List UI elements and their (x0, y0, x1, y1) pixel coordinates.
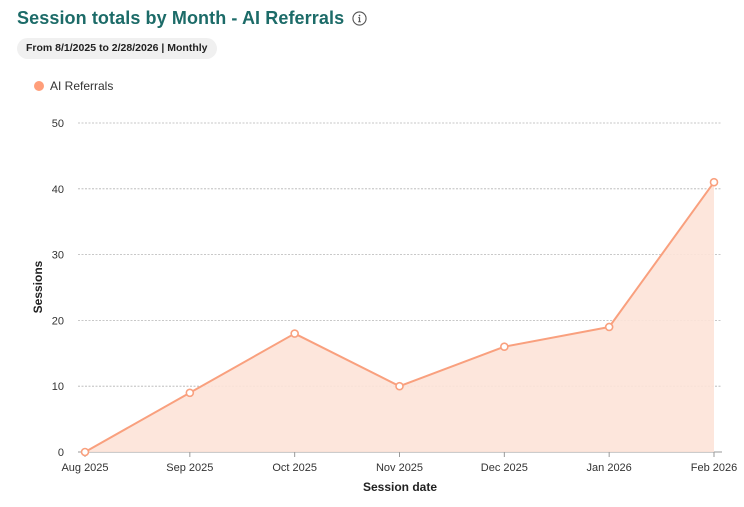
data-point-sep-2025[interactable] (185, 388, 195, 398)
data-point-nov-2025[interactable] (395, 381, 404, 391)
x-tick-label: Jan 2026 (587, 462, 632, 474)
y-tick-label: 30 (52, 250, 64, 262)
chart-header: Session totals by Month - AI Referrals (17, 8, 367, 29)
legend-item-ai-referrals[interactable]: AI Referrals (34, 79, 113, 93)
data-point-jan-2026[interactable] (604, 322, 614, 332)
chart-title: Session totals by Month - AI Referrals (17, 8, 345, 28)
y-tick-label: 50 (52, 118, 64, 130)
data-point-feb-2026[interactable] (709, 177, 719, 187)
x-tick-label: Oct 2025 (272, 462, 317, 474)
y-axis-ticks: 0 10 20 30 40 50 (52, 118, 64, 459)
y-tick-label: 40 (52, 184, 64, 196)
x-tick-label: Dec 2025 (481, 462, 528, 474)
y-axis-title: Sessions (31, 260, 45, 313)
legend-label: AI Referrals (50, 79, 114, 93)
data-point-dec-2025[interactable] (500, 342, 509, 352)
series-area (84, 181, 715, 453)
x-tick-label: Sep 2025 (166, 462, 213, 474)
data-point-oct-2025[interactable] (290, 329, 299, 338)
series-points (80, 177, 719, 457)
data-point-aug-2025[interactable] (80, 447, 90, 457)
y-tick-label: 0 (58, 447, 64, 459)
x-tick-label: Nov 2025 (376, 462, 423, 474)
series-area-fill (85, 182, 714, 452)
x-axis-title: Session date (363, 480, 437, 494)
info-icon[interactable] (352, 11, 367, 26)
x-tick-label: Feb 2026 (691, 462, 737, 474)
x-axis-ticks: Aug 2025 Sep 2025 Oct 2025 Nov 2025 Dec 2025… (61, 452, 737, 474)
legend-dot (34, 81, 44, 91)
x-tick-label: Aug 2025 (61, 462, 108, 474)
y-tick-label: 10 (52, 381, 64, 393)
date-range-badge: From 8/1/2025 to 2/28/2026 | Monthly (17, 38, 217, 59)
y-tick-label: 20 (52, 315, 64, 327)
